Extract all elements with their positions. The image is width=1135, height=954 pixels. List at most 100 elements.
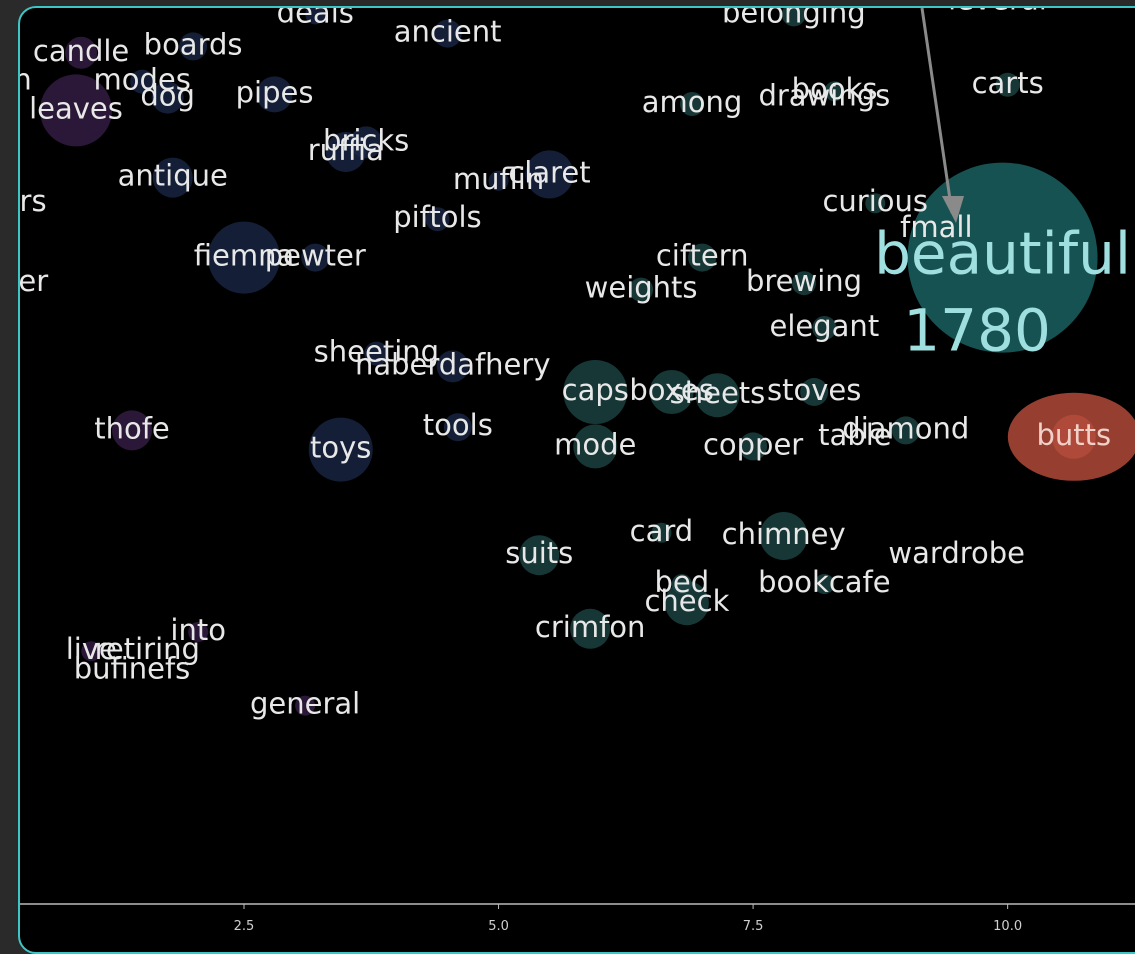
word-label: among [642, 85, 743, 119]
word-label: ciftern [656, 239, 749, 273]
bubble-sheeting [364, 341, 389, 366]
word-label: pipes [236, 75, 314, 109]
word-label: leveral [948, 8, 1047, 17]
bubble-bookcafe [814, 574, 835, 594]
word-label: belonging [722, 8, 866, 29]
word-label: elegant [770, 309, 880, 343]
word-label: bufinefs [74, 651, 191, 685]
word-label: 1780 [903, 297, 1051, 365]
bubble-dog [151, 81, 184, 114]
bubble-pipes [256, 76, 293, 113]
annotation-arrow [920, 8, 964, 223]
word-label: ruffia [308, 133, 384, 167]
bubble-copper [739, 432, 768, 461]
word-label: books [792, 72, 878, 106]
word-label: haberdafhery [355, 347, 551, 381]
word-label: fhers [20, 184, 47, 218]
bubble-pewter [301, 243, 330, 272]
word-label: boxes [629, 373, 713, 407]
word-label: fmall [900, 210, 972, 244]
bubble-deals [305, 8, 326, 25]
bubble-ancient [433, 19, 462, 48]
bubble-curious [865, 193, 886, 214]
bubble-live [81, 641, 102, 662]
bubble-haberdafhery [436, 350, 469, 383]
bubble-fiemna [208, 221, 280, 294]
bubble-leaves [40, 74, 112, 147]
word-label: mode [554, 427, 636, 461]
bubble-mode [573, 424, 618, 469]
word-label: ancient [394, 15, 502, 49]
word-label: beautiful [874, 220, 1131, 288]
word-label: carts [972, 66, 1044, 100]
bubble-books [824, 81, 845, 102]
bubble-ruffia [325, 132, 366, 172]
word-label-layer: ecandleboardsdealsancientbelonginglevera… [20, 8, 1131, 721]
bubble-weights [629, 277, 654, 302]
word-label: thofe [94, 411, 170, 445]
bubble-sheets [695, 373, 740, 418]
word-label: muflin [453, 162, 544, 196]
word-label: brewing [746, 264, 862, 298]
word-label: caps [562, 373, 629, 407]
word-label: tools [423, 408, 493, 442]
word-scatter-plot: ecandleboardsdealsancientbelonginglevera… [20, 8, 1135, 934]
word-label: antique [118, 159, 228, 193]
word-label: curious [822, 184, 928, 218]
bubble-candle [65, 36, 98, 69]
bubble-antique [152, 157, 193, 198]
word-label: crimfon [535, 610, 646, 644]
word-label: suits [505, 536, 573, 570]
word-label: drawings [758, 79, 890, 113]
highlight-marker [1007, 392, 1135, 481]
word-label: boards [144, 27, 243, 61]
word-label: leaves [29, 91, 123, 125]
word-label: een [20, 63, 32, 97]
bubble-boxes [649, 370, 694, 414]
x-tick-label: 5.0 [488, 919, 509, 934]
word-label: bricks [323, 123, 409, 157]
word-label: general [250, 687, 360, 721]
word-label: diamond [842, 411, 969, 445]
bubble-into [188, 622, 209, 642]
bubble-brewing [792, 271, 816, 296]
word-label: nder [20, 264, 48, 298]
word-label: sheeting [314, 335, 439, 369]
word-label: live [66, 632, 117, 666]
word-label: toys [310, 431, 371, 465]
bubble-diamond [891, 416, 920, 445]
bubble-ciftern [688, 243, 717, 272]
bubble-tools [443, 413, 472, 442]
chart-frame: ecandleboardsdealsancientbelonginglevera… [18, 6, 1135, 954]
bubble-check [664, 581, 709, 626]
x-tick-label: 10.0 [993, 919, 1022, 934]
word-label: wardrobe [888, 536, 1025, 570]
word-label: dog [140, 79, 195, 113]
word-label: bed [654, 565, 709, 599]
word-label: table [818, 418, 891, 452]
bubble-claret [525, 150, 574, 199]
x-axis: 2.5 5.0 7.5 10.0 [20, 903, 1135, 934]
word-label: fiemna [194, 239, 295, 273]
bubble-stoves [800, 378, 829, 406]
bubble-toys [308, 417, 373, 482]
x-tick-label: 7.5 [743, 919, 764, 934]
word-label: bookcafe [758, 565, 890, 599]
bubble-modes [130, 69, 155, 94]
word-label: deals [277, 8, 354, 29]
word-label: stoves [767, 373, 861, 407]
bubble-among [680, 92, 704, 116]
word-label: candle [33, 34, 129, 68]
bubble-piftols [425, 207, 450, 232]
bubble-caps [563, 360, 628, 424]
word-label: weights [585, 271, 698, 305]
bubble-card [651, 522, 672, 543]
word-label: butts [1036, 418, 1111, 452]
word-label: into [170, 613, 226, 647]
bubble-boards [179, 32, 208, 61]
bubble-elegant [812, 316, 837, 340]
word-label: modes [94, 63, 191, 97]
word-label: copper [703, 427, 803, 461]
word-label: sheets [670, 376, 766, 410]
word-label: claret [508, 155, 590, 189]
